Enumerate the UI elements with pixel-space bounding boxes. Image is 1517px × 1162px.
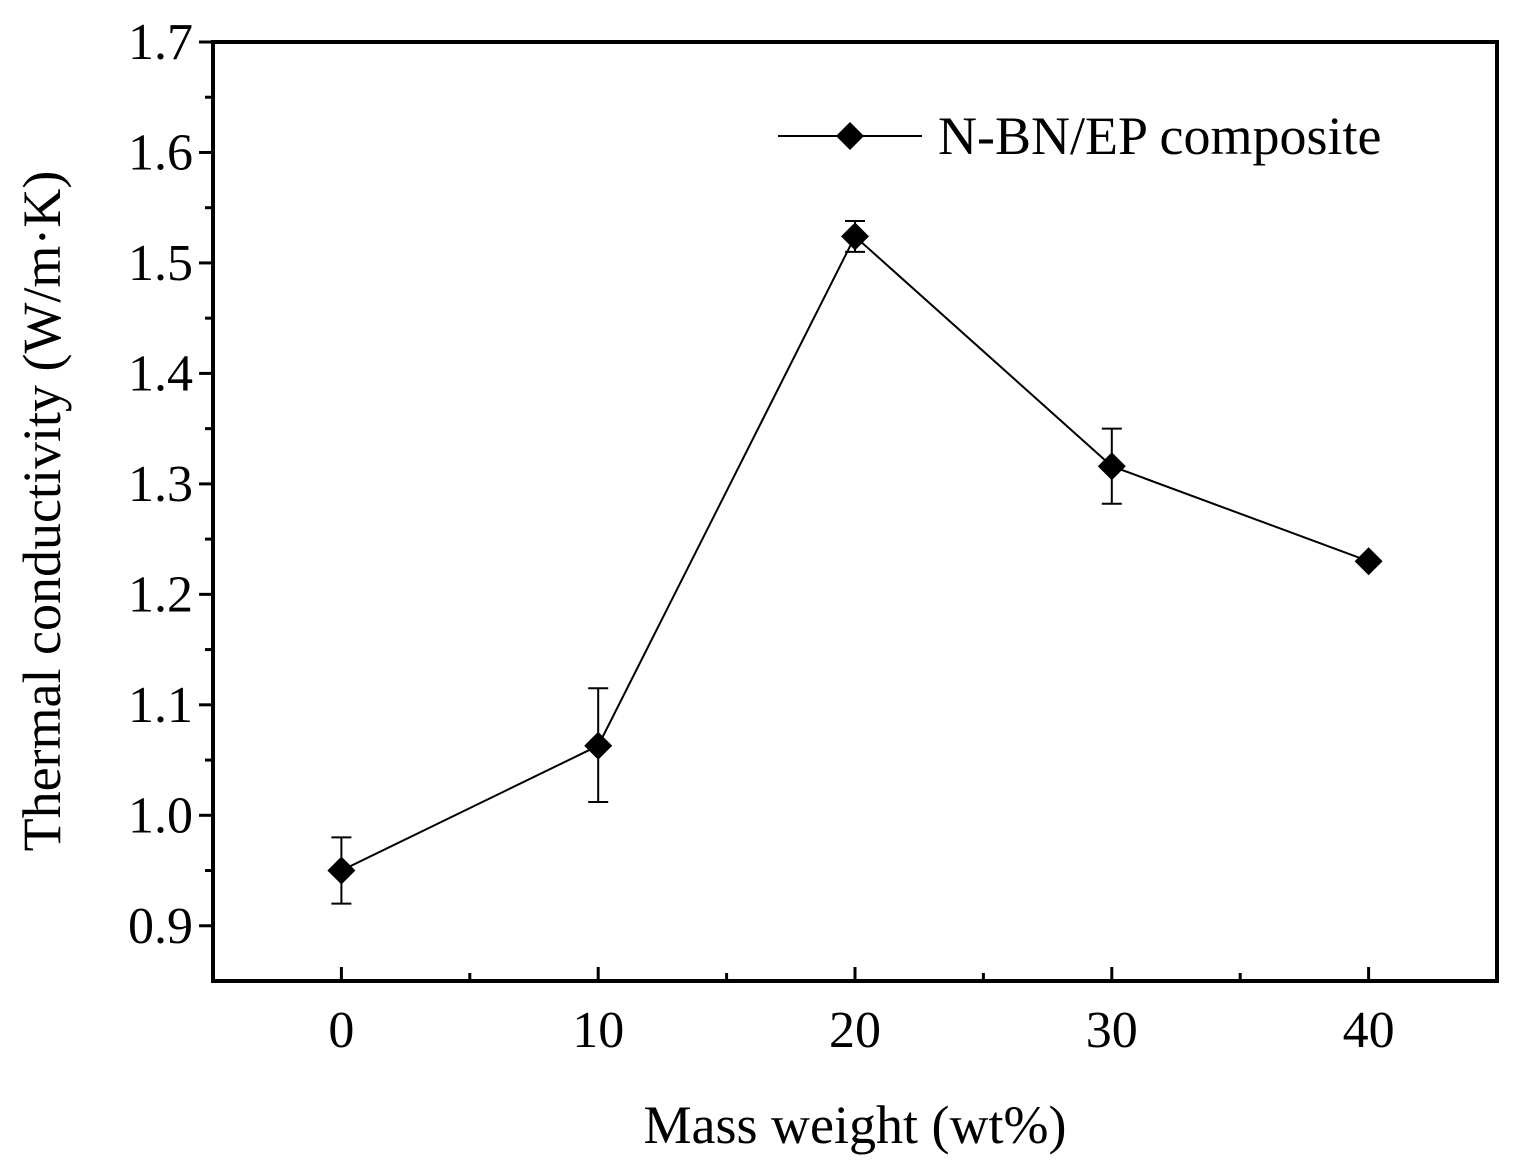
x-tick-label: 20 [829, 1002, 881, 1059]
y-tick-label: 1.5 [128, 235, 193, 292]
y-tick-label: 1.7 [128, 14, 193, 71]
y-tick-label: 1.4 [128, 345, 193, 402]
x-tick-label: 30 [1086, 1002, 1138, 1059]
y-tick-label: 1.2 [128, 566, 193, 623]
plot-frame [211, 40, 1499, 983]
x-tick-label: 10 [572, 1002, 624, 1059]
data-point [841, 222, 869, 251]
y-tick-label: 1.1 [128, 677, 193, 734]
y-tick-label: 1.3 [128, 456, 193, 513]
y-tick-label: 0.9 [128, 898, 193, 955]
data-point [327, 856, 356, 885]
legend-marker [836, 122, 864, 150]
y-tick-label: 1.0 [128, 787, 193, 844]
y-axis-title: Thermal conductivity (W/m·K) [12, 171, 72, 852]
legend: N-BN/EP composite [778, 106, 1381, 166]
legend-label: N-BN/EP composite [938, 106, 1381, 166]
series-line [340, 234, 1369, 872]
plot-marks [327, 219, 1383, 905]
x-tick-label: 0 [328, 1002, 354, 1059]
x-tick-label: 40 [1343, 1002, 1395, 1059]
x-axis-title: Mass weight (wt%) [644, 1095, 1067, 1155]
y-axis-ticks: 0.9 1.0 1.1 1.2 1.3 1.4 1.5 1.6 1.7 [128, 14, 213, 955]
data-point [1354, 547, 1383, 576]
data-point [584, 731, 613, 760]
y-tick-label: 1.6 [128, 124, 193, 181]
x-axis-ticks: 0 10 20 30 40 [211, 967, 1395, 1059]
data-point [1097, 452, 1126, 481]
